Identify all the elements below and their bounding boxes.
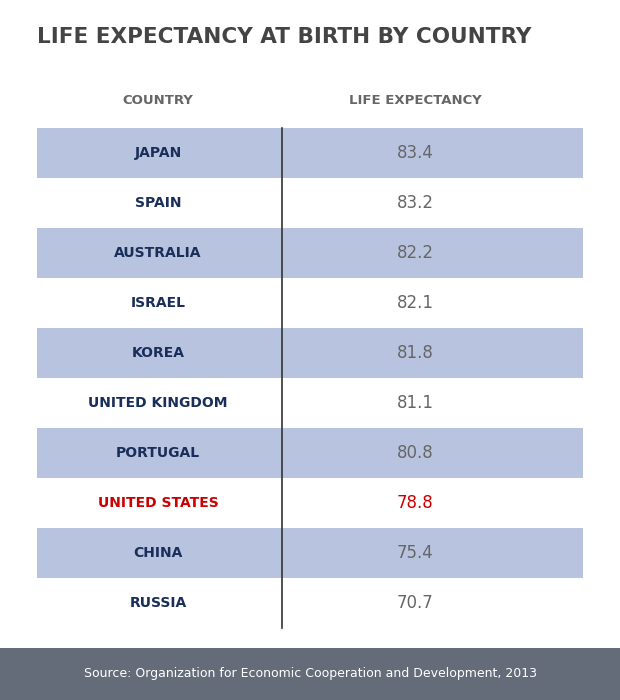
Text: SPAIN: SPAIN: [135, 196, 181, 210]
Text: 82.1: 82.1: [397, 294, 434, 312]
Bar: [37, 178, 583, 228]
Text: 80.8: 80.8: [397, 444, 434, 462]
Text: RUSSIA: RUSSIA: [130, 596, 187, 610]
Bar: [37, 328, 583, 378]
Bar: [37, 278, 583, 328]
Bar: [37, 128, 583, 178]
Bar: [37, 578, 583, 628]
Text: UNITED STATES: UNITED STATES: [98, 496, 218, 510]
Bar: [0, 648, 620, 700]
Text: 83.4: 83.4: [397, 144, 434, 162]
Bar: [37, 528, 583, 578]
Text: 81.1: 81.1: [397, 394, 434, 412]
Text: Source: Organization for Economic Cooperation and Development, 2013: Source: Organization for Economic Cooper…: [84, 668, 536, 680]
Text: CHINA: CHINA: [133, 546, 183, 560]
Text: JAPAN: JAPAN: [135, 146, 182, 160]
Bar: [37, 228, 583, 278]
Text: 81.8: 81.8: [397, 344, 434, 362]
Text: 82.2: 82.2: [397, 244, 434, 262]
Text: LIFE EXPECTANCY: LIFE EXPECTANCY: [349, 94, 482, 106]
Text: 78.8: 78.8: [397, 494, 434, 512]
Text: 70.7: 70.7: [397, 594, 434, 612]
Text: LIFE EXPECTANCY AT BIRTH BY COUNTRY: LIFE EXPECTANCY AT BIRTH BY COUNTRY: [37, 27, 531, 47]
Text: COUNTRY: COUNTRY: [123, 94, 193, 106]
Bar: [37, 478, 583, 528]
Text: AUSTRALIA: AUSTRALIA: [114, 246, 202, 260]
Bar: [37, 378, 583, 428]
Text: 75.4: 75.4: [397, 544, 434, 562]
Text: KOREA: KOREA: [131, 346, 185, 360]
Text: 83.2: 83.2: [397, 194, 434, 212]
Text: ISRAEL: ISRAEL: [131, 296, 185, 310]
Text: PORTUGAL: PORTUGAL: [116, 446, 200, 460]
Bar: [37, 428, 583, 478]
Text: UNITED KINGDOM: UNITED KINGDOM: [88, 396, 228, 410]
